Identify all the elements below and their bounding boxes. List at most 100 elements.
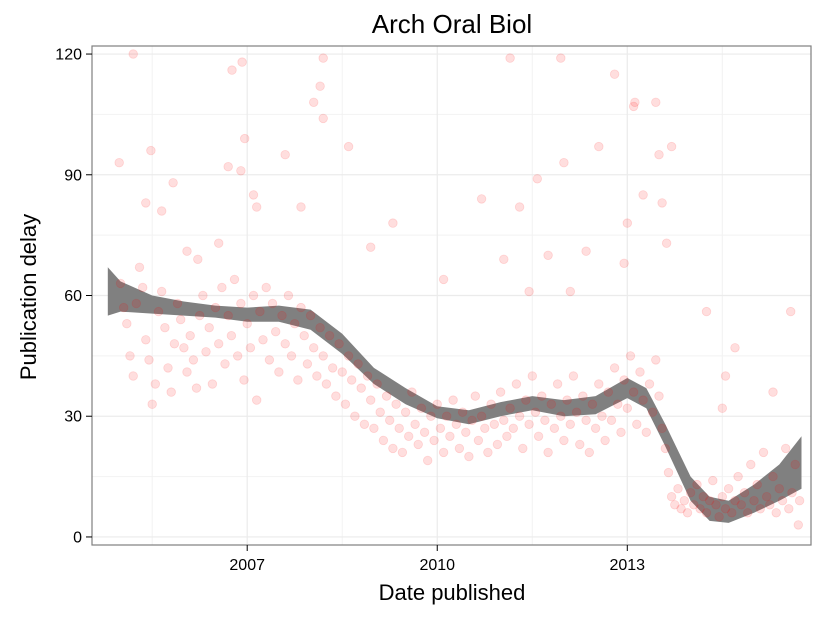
- scatter-point: [381, 391, 392, 401]
- scatter-point: [556, 53, 566, 63]
- scatter-point: [328, 363, 338, 373]
- scatter-point: [237, 57, 247, 67]
- scatter-point: [511, 379, 522, 389]
- scatter-point: [286, 351, 297, 361]
- scatter-point: [213, 339, 224, 349]
- scatter-point: [609, 69, 620, 79]
- scatter-point: [714, 512, 724, 522]
- scatter-point: [264, 355, 275, 365]
- scatter-point: [464, 451, 474, 462]
- scatter-point: [312, 371, 322, 381]
- scatter-point: [150, 379, 161, 389]
- points-layer: [114, 49, 805, 530]
- chart-title: Arch Oral Biol: [372, 9, 532, 39]
- scatter-point: [546, 399, 557, 409]
- y-tick-label: 30: [64, 409, 82, 426]
- scatter-point: [144, 355, 154, 365]
- scatter-point: [198, 290, 208, 301]
- scatter-point: [280, 149, 290, 160]
- x-tick-label: 2010: [419, 557, 455, 574]
- scatter-point: [622, 403, 633, 413]
- scatter-point: [752, 479, 762, 490]
- scatter-point: [114, 157, 124, 168]
- scatter-point: [223, 310, 233, 321]
- scatter-point: [451, 419, 462, 430]
- scatter-point: [565, 286, 576, 297]
- scatter-point: [480, 423, 490, 434]
- scatter-point: [172, 298, 183, 309]
- scatter-point: [654, 391, 664, 401]
- scatter-point: [613, 399, 623, 409]
- scatter-point: [324, 331, 335, 341]
- scatter-point: [416, 403, 427, 413]
- scatter-point: [628, 101, 639, 112]
- scatter-point: [698, 492, 709, 502]
- scatter-point: [514, 411, 525, 421]
- scatter-point: [366, 395, 376, 405]
- scatter-point: [372, 379, 382, 389]
- scatter-point: [575, 439, 585, 450]
- scatter-point: [508, 423, 519, 434]
- scatter-point: [410, 419, 420, 430]
- scatter-point: [679, 496, 690, 506]
- scatter-point: [786, 306, 796, 317]
- scatter-point: [781, 443, 791, 454]
- scatter-point: [654, 149, 664, 160]
- scatter-point: [394, 423, 404, 434]
- scatter-point: [366, 242, 376, 252]
- scatter-point: [689, 500, 699, 510]
- scatter-point: [255, 306, 265, 317]
- scatter-point: [280, 339, 290, 349]
- scatter-point: [743, 508, 753, 518]
- scatter-point: [182, 367, 192, 377]
- scatter-point: [156, 286, 167, 297]
- scatter-point: [594, 379, 604, 389]
- scatter-point: [619, 258, 629, 269]
- scatter-point: [514, 202, 525, 212]
- scatter-point: [277, 310, 287, 321]
- scatter-point: [204, 323, 214, 333]
- scatter-point: [168, 178, 178, 188]
- scatter-point: [426, 411, 436, 421]
- scatter-point: [616, 427, 626, 438]
- scatter-point: [657, 198, 667, 208]
- scatter-point: [232, 351, 243, 361]
- scatter-point: [141, 335, 151, 345]
- scatter-point: [445, 431, 455, 442]
- scatter-point: [666, 492, 677, 502]
- scatter-point: [461, 427, 471, 438]
- scatter-point: [556, 411, 566, 421]
- scatter-point: [467, 415, 477, 426]
- scatter-point: [521, 395, 531, 405]
- scatter-point: [476, 411, 487, 421]
- scatter-point: [442, 411, 452, 421]
- scatter-point: [473, 435, 484, 446]
- scatter-point: [438, 447, 449, 458]
- scatter-point: [749, 496, 759, 506]
- scatter-point: [793, 520, 804, 530]
- scatter-point: [673, 484, 683, 494]
- scatter-point: [559, 157, 569, 168]
- scatter-point: [568, 371, 579, 381]
- scatter-point: [708, 475, 718, 486]
- scatter-point: [552, 379, 563, 389]
- scatter-point: [524, 286, 534, 297]
- scatter-point: [622, 218, 633, 228]
- scatter-point: [448, 395, 458, 405]
- scatter-point: [146, 145, 156, 156]
- scatter-point: [267, 298, 278, 309]
- scatter-point: [309, 343, 319, 353]
- scatter-point: [578, 391, 588, 401]
- scatter-point: [590, 423, 601, 434]
- scatter-point: [299, 331, 309, 341]
- scatter-point: [777, 496, 788, 506]
- scatter-point: [543, 250, 553, 261]
- scatter-point: [423, 455, 433, 466]
- scatter-point: [492, 439, 503, 450]
- scatter-point: [739, 488, 750, 498]
- scatter-point: [581, 246, 591, 256]
- x-axis: 2007 2010 2013: [229, 545, 645, 574]
- scatter-point: [404, 431, 414, 442]
- scatter-point: [505, 403, 515, 413]
- y-tick-label: 60: [64, 288, 82, 305]
